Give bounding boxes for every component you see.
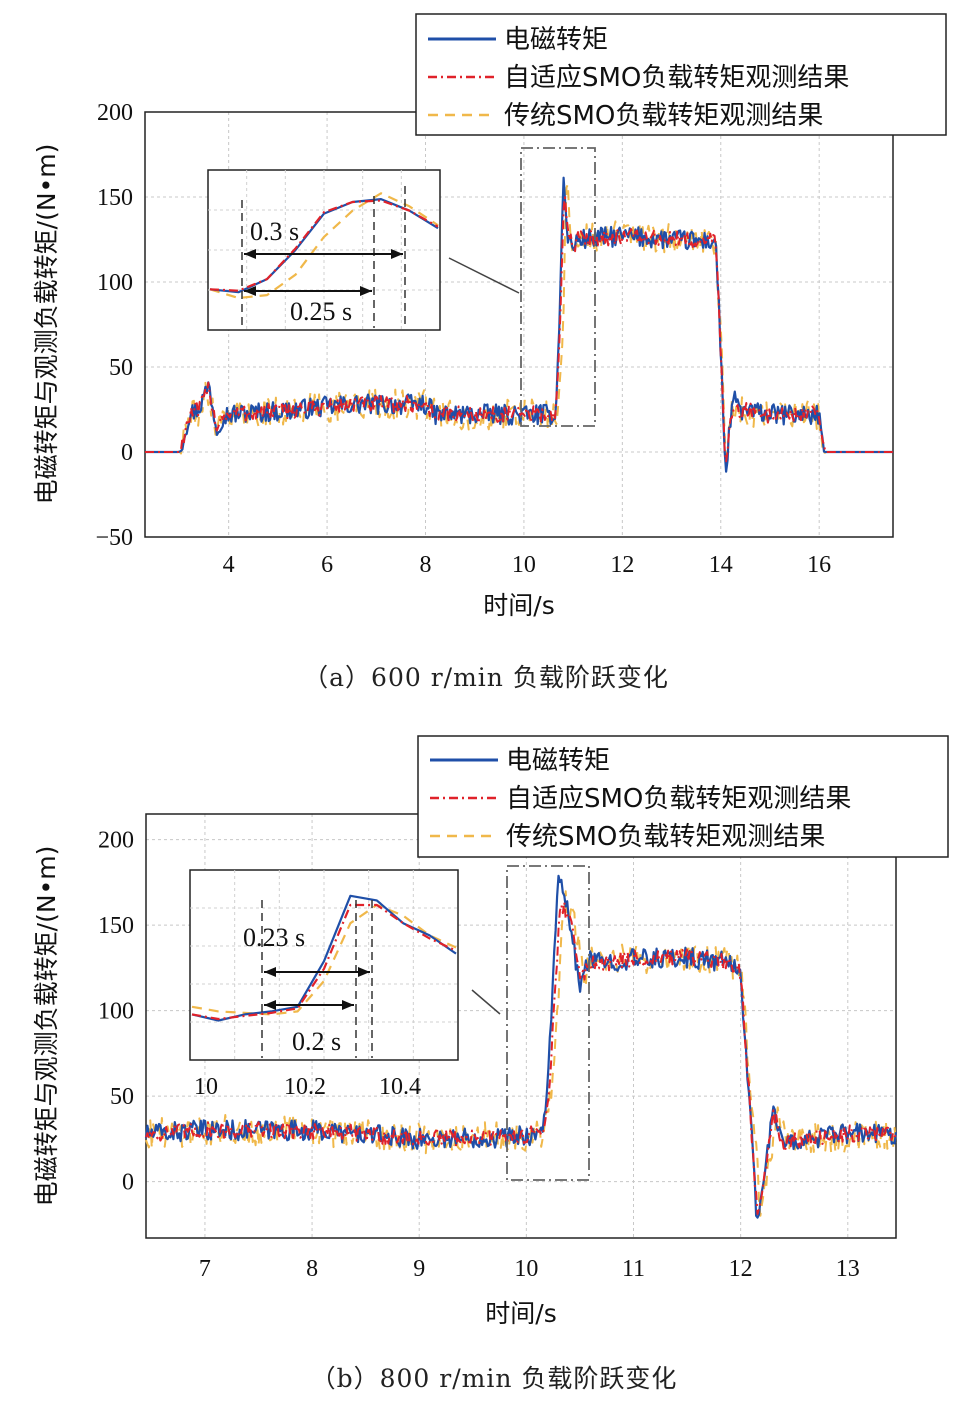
x-tick-label: 6 — [321, 552, 333, 578]
chart-a-legend-frame — [415, 13, 947, 136]
legend-label-adaptive-smo: 自适应SMO负载转矩观测结果 — [504, 63, 849, 93]
x-tick-label: 10 — [512, 552, 536, 578]
chart-a-inset-arrowhead — [360, 286, 372, 296]
chart-a-x-axis-label: 时间/s — [483, 591, 554, 620]
chart-b-inset-arrowhead — [342, 1000, 354, 1010]
y-tick-label: 100 — [97, 270, 133, 296]
y-tick-label: 100 — [98, 999, 134, 1025]
chart-b-caption: （b）800 r/min 负载阶跃变化 — [311, 1364, 678, 1393]
chart-b-inset-x-tick: 10 — [194, 1074, 218, 1100]
chart-a: 4 6 8 10 12 14 16 −50 0 50 100 150 200 0.3 s 0.25 s — [32, 13, 947, 692]
chart-b-inset-x-tick: 10.4 — [379, 1074, 421, 1100]
x-tick-label: 4 — [223, 552, 235, 578]
inset-series-traditional-smo — [191, 903, 457, 1016]
chart-b-inset-arrowhead — [264, 967, 276, 977]
x-tick-label: 11 — [622, 1256, 645, 1282]
chart-b-inset-grid — [190, 870, 458, 1060]
x-tick-label: 7 — [199, 1256, 211, 1282]
x-tick-label: 13 — [836, 1256, 860, 1282]
chart-b-inset-x-tick: 10.2 — [284, 1074, 326, 1100]
chart-a-inset-annotation-1: 0.3 s — [250, 217, 299, 246]
y-tick-label: 0 — [122, 1170, 134, 1196]
chart-b-inset-annotation-2: 0.2 s — [292, 1027, 341, 1056]
chart-b-series — [144, 874, 898, 1219]
series-traditional-smo — [145, 890, 897, 1217]
chart-b-inset-annotation-1: 0.23 s — [243, 923, 305, 952]
chart-a-inset-arrowhead — [244, 286, 256, 296]
chart-a-tick-labels: 4 6 8 10 12 14 16 −50 0 50 100 150 200 — [95, 100, 831, 578]
y-tick-label: 50 — [110, 1084, 134, 1110]
inset-series-adaptive-smo — [191, 903, 457, 1021]
chart-b-zoom-connector — [471, 989, 501, 1015]
chart-a-inset: 0.3 s 0.25 s — [207, 169, 441, 331]
series-adaptive-smo — [145, 901, 897, 1215]
y-tick-label: 50 — [109, 355, 133, 381]
y-tick-label: 200 — [98, 828, 134, 854]
chart-a-zoom-connector — [448, 257, 520, 294]
chart-b-tick-labels: 7 8 9 10 11 12 13 0 50 100 150 200 — [98, 828, 860, 1282]
legend-label-traditional-smo: 传统SMO负载转矩观测结果 — [506, 822, 825, 852]
x-tick-label: 14 — [709, 552, 733, 578]
x-tick-label: 16 — [807, 552, 831, 578]
chart-a-inset-arrowhead — [391, 249, 403, 259]
x-tick-label: 9 — [413, 1256, 425, 1282]
inset-series-adaptive-smo — [209, 199, 439, 292]
y-tick-label: 200 — [97, 100, 133, 126]
series-adaptive-smo — [145, 196, 893, 463]
x-tick-label: 8 — [306, 1256, 318, 1282]
chart-b-legend: 电磁转矩 自适应SMO负载转矩观测结果 传统SMO负载转矩观测结果 — [417, 735, 949, 858]
legend-label-electromagnetic-torque: 电磁转矩 — [506, 746, 610, 776]
inset-series-traditional-smo — [209, 192, 439, 300]
x-tick-label: 10 — [514, 1256, 538, 1282]
chart-b-inset-series — [191, 894, 457, 1022]
chart-a-y-axis-label: 电磁转矩与观测负载转矩/(N•m) — [32, 144, 61, 505]
chart-a-inset-annotation-2: 0.25 s — [290, 297, 352, 326]
legend-label-adaptive-smo: 自适应SMO负载转矩观测结果 — [506, 784, 851, 814]
chart-b-inset-arrowhead — [358, 967, 370, 977]
chart-a-caption: （a）600 r/min 负载阶跃变化 — [303, 663, 669, 692]
y-tick-label: 150 — [98, 913, 134, 939]
chart-a-inset-arrowhead — [244, 249, 256, 259]
chart-a-inset-series — [209, 192, 439, 300]
y-tick-label: 0 — [121, 440, 133, 466]
chart-b-inset-arrowhead — [264, 1000, 276, 1010]
x-tick-label: 8 — [420, 552, 432, 578]
chart-a-legend: 电磁转矩 自适应SMO负载转矩观测结果 传统SMO负载转矩观测结果 — [415, 13, 947, 136]
chart-b: 7 8 9 10 11 12 13 0 50 100 150 200 0.23 s 0.2 s 10 … — [32, 735, 949, 1393]
chart-b-inset: 0.23 s 0.2 s 10 10.2 10.4 — [189, 869, 459, 1100]
y-tick-label: −50 — [95, 525, 133, 551]
legend-label-traditional-smo: 传统SMO负载转矩观测结果 — [504, 101, 823, 131]
chart-b-y-axis-label: 电磁转矩与观测负载转矩/(N•m) — [32, 846, 61, 1207]
legend-label-electromagnetic-torque: 电磁转矩 — [504, 25, 608, 55]
chart-b-x-axis-label: 时间/s — [485, 1299, 556, 1328]
chart-a-series — [145, 176, 893, 473]
y-tick-label: 150 — [97, 185, 133, 211]
chart-b-legend-frame — [417, 735, 949, 858]
x-tick-label: 12 — [729, 1256, 753, 1282]
x-tick-label: 12 — [610, 552, 634, 578]
